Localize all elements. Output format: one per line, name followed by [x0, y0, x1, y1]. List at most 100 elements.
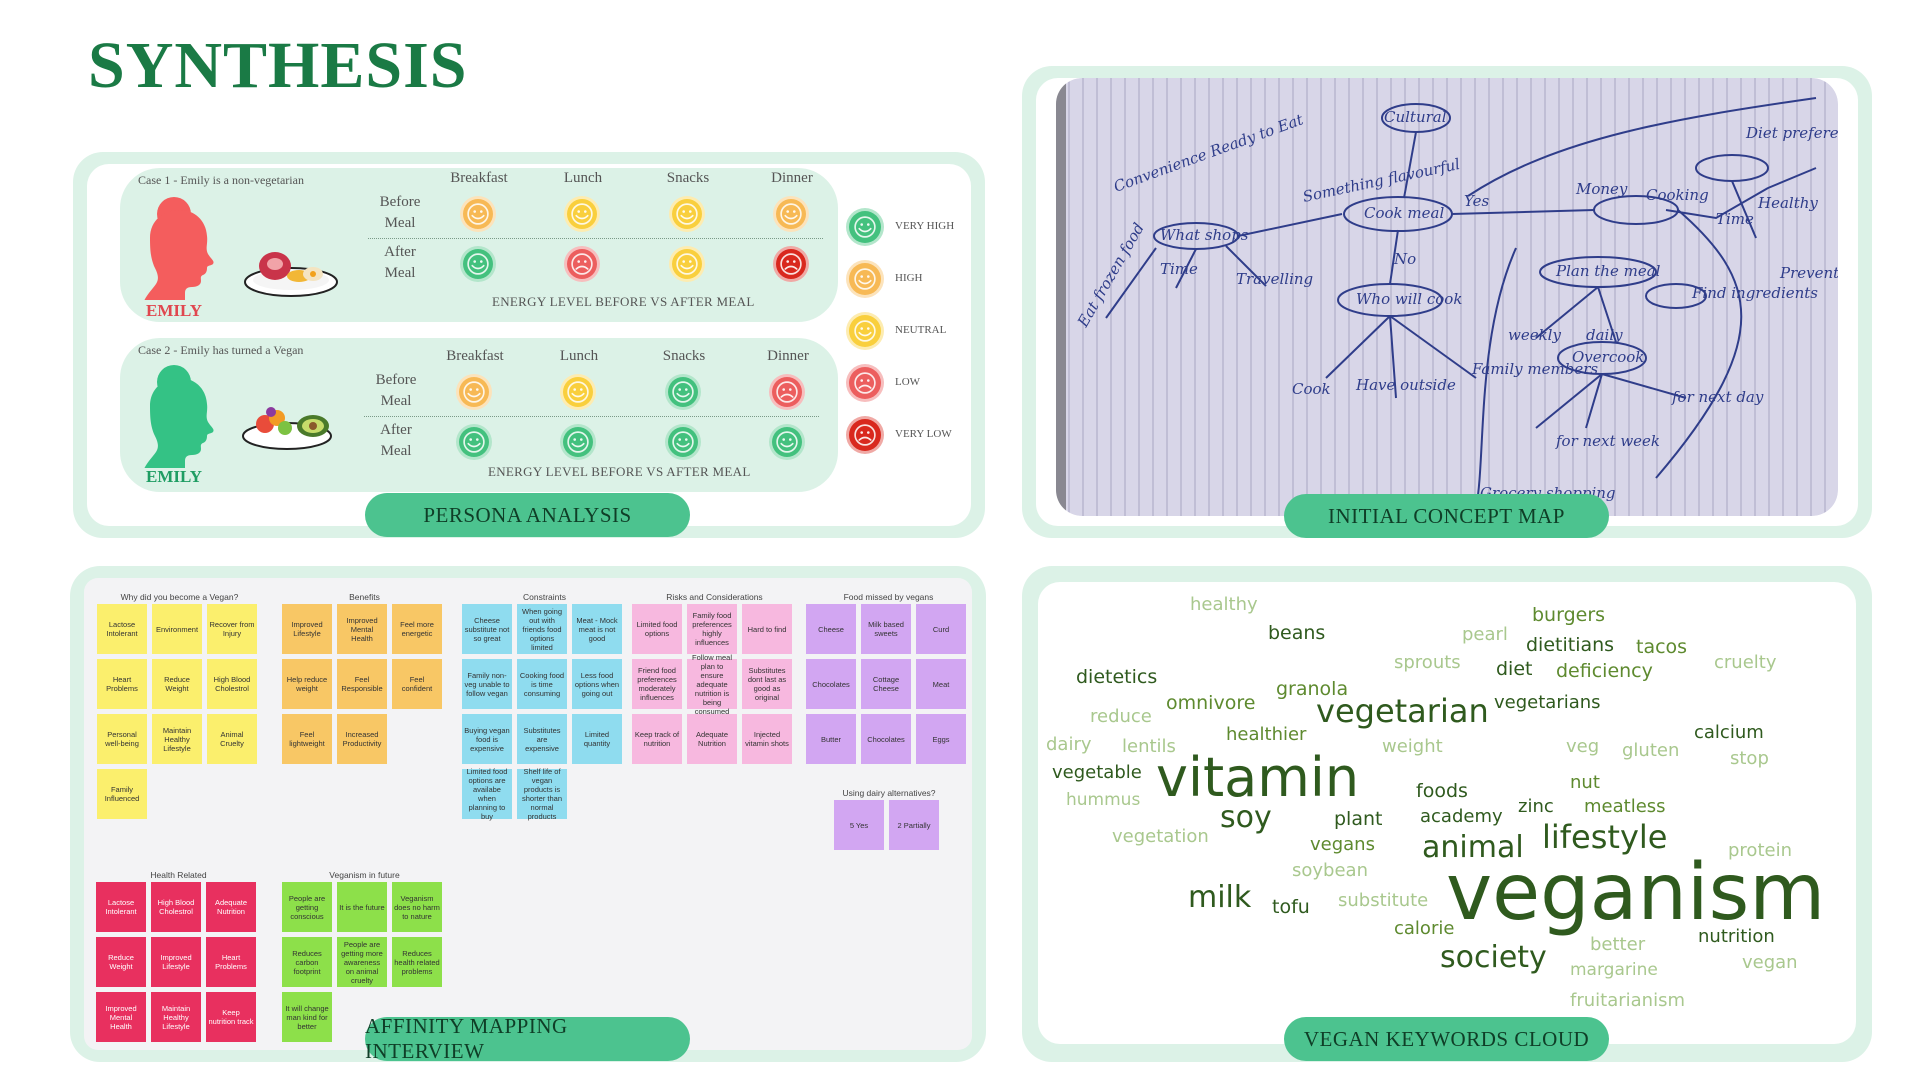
case2-card	[120, 338, 838, 492]
cloud-word: vegetable	[1052, 762, 1142, 783]
after-meal-label-c2: After Meal	[380, 422, 412, 459]
affinity-group-title-5: Using dairy alternatives?	[842, 788, 936, 798]
svg-text:Prevents: Prevents	[1779, 264, 1838, 282]
sticky-note: Personal well-being	[97, 714, 147, 764]
sticky-note: Eggs	[916, 714, 966, 764]
smiley-case2-before-snacks	[665, 374, 701, 410]
cloud-word: diet	[1496, 658, 1533, 680]
smiley-case1-after-snacks	[669, 246, 705, 282]
smiley-case2-after-breakfast	[456, 424, 492, 460]
smiley-case2-before-dinner	[769, 374, 805, 410]
sticky-note: Reduce Weight	[152, 659, 202, 709]
sticky-note: Lactose Intolerant	[97, 604, 147, 654]
svg-text:Have outside: Have outside	[1355, 376, 1456, 394]
smiley-case1-after-lunch	[564, 246, 600, 282]
meal-header-breakfast-c1: Breakfast	[450, 170, 508, 186]
affinity-group-title-1: Benefits	[349, 592, 380, 602]
sticky-note: Feel more energetic	[392, 604, 442, 654]
meal-header-breakfast-c2: Breakfast	[446, 348, 504, 364]
sticky-note: Lactose Intolerant	[96, 882, 146, 932]
svg-text:daily: daily	[1586, 326, 1623, 344]
sticky-note: Adequate Nutrition	[687, 714, 737, 764]
affinity-group-title-4: Food missed by vegans	[843, 592, 934, 602]
legend-label-very-high: VERY HIGH	[895, 220, 955, 232]
cloud-word: academy	[1420, 806, 1503, 827]
cloud-word: healthier	[1226, 724, 1307, 745]
smiley-case1-after-breakfast	[460, 246, 496, 282]
sticky-note: Heart Problems	[97, 659, 147, 709]
smiley-case1-before-lunch	[564, 196, 600, 232]
sticky-note: Reduces carbon footprint	[282, 937, 332, 987]
cloud-word: lentils	[1122, 736, 1176, 757]
cloud-word: vegans	[1310, 834, 1375, 855]
cloud-word: gluten	[1622, 740, 1680, 761]
sticky-note: Feel lightweight	[282, 714, 332, 764]
sticky-note: Family food preferences highly influence…	[687, 604, 737, 654]
svg-text:What shops: What shops	[1160, 226, 1249, 244]
sticky-note: Cheese substitute not so great	[462, 604, 512, 654]
sticky-note: Butter	[806, 714, 856, 764]
cloud-word: omnivore	[1166, 692, 1256, 714]
sticky-note: Less food options when going out	[572, 659, 622, 709]
sticky-note: Cooking food is time consuming	[517, 659, 567, 709]
cloud-word: deficiency	[1556, 660, 1653, 682]
smiley-case1-before-snacks	[669, 196, 705, 232]
cloud-word: animal	[1422, 830, 1524, 865]
cloud-word: margarine	[1570, 960, 1658, 980]
svg-text:Find ingredients: Find ingredients	[1691, 284, 1818, 302]
cloud-word: weight	[1382, 736, 1443, 757]
legend-label-neutral: NEUTRAL	[895, 324, 947, 336]
sticky-note: Injected vitamin shots	[742, 714, 792, 764]
sticky-note: People are getting more awareness on ani…	[337, 937, 387, 987]
legend-smiley-low	[846, 364, 884, 402]
sticky-note: Cheese	[806, 604, 856, 654]
affinity-mapping-label: AFFINITY MAPPING INTERVIEW	[365, 1014, 690, 1063]
sticky-note: Adequate Nutrition	[206, 882, 256, 932]
sticky-note: Feel confident	[392, 659, 442, 709]
cloud-word: burgers	[1532, 604, 1606, 626]
smiley-case2-before-lunch	[560, 374, 596, 410]
sticky-note: Milk based sweets	[861, 604, 911, 654]
keywords-cloud-label: VEGAN KEYWORDS CLOUD	[1284, 1017, 1609, 1061]
cloud-word: vegetarians	[1494, 692, 1601, 713]
smiley-case1-before-dinner	[773, 196, 809, 232]
affinity-group-title-6: Health Related	[150, 870, 207, 880]
sticky-note: It is the future	[337, 882, 387, 932]
cloud-word: veg	[1566, 736, 1600, 757]
svg-text:Cultural: Cultural	[1384, 108, 1447, 126]
legend-smiley-high	[846, 260, 884, 298]
smiley-case1-after-dinner	[773, 246, 809, 282]
cloud-word: vegetarian	[1316, 692, 1489, 730]
meal-header-lunch-c2: Lunch	[559, 348, 599, 364]
before-meal-label-c1: Before Meal	[379, 194, 421, 231]
cloud-word: society	[1440, 940, 1547, 975]
divider-c2	[364, 416, 819, 417]
svg-text:weekly: weekly	[1508, 326, 1561, 344]
svg-text:Cook meal: Cook meal	[1364, 204, 1444, 222]
cloud-word: healthy	[1190, 594, 1258, 615]
cloud-word: calcium	[1694, 722, 1764, 743]
sticky-note: Environment	[152, 604, 202, 654]
sticky-note: Curd	[916, 604, 966, 654]
meal-header-snacks-c2: Snacks	[662, 348, 706, 364]
smiley-case1-before-breakfast	[460, 196, 496, 232]
meal-header-dinner-c1: Dinner	[771, 170, 813, 186]
emily-name-case2: EMILY	[146, 467, 203, 486]
svg-text:Overcook: Overcook	[1572, 348, 1644, 366]
cloud-word: stop	[1730, 748, 1769, 769]
cloud-word: protein	[1728, 840, 1792, 861]
sticky-note: Family non-veg unable to follow vegan	[462, 659, 512, 709]
svg-text:Time: Time	[1716, 210, 1754, 228]
affinity-group-title-0: Why did you become a Vegan?	[120, 592, 239, 602]
sticky-note: It will change man kind for better	[282, 992, 332, 1042]
emily-avatar-case1	[144, 197, 214, 300]
cloud-word: calorie	[1394, 918, 1455, 939]
svg-text:No: No	[1393, 250, 1416, 268]
cloud-word: foods	[1416, 780, 1468, 802]
cloud-word: fruitarianism	[1570, 990, 1685, 1011]
sticky-note: Veganism does no harm to nature	[392, 882, 442, 932]
sticky-note: Hard to find	[742, 604, 792, 654]
cloud-word: tofu	[1272, 896, 1310, 918]
page-title: SYNTHESIS	[88, 29, 468, 102]
svg-text:Time: Time	[1160, 260, 1198, 278]
